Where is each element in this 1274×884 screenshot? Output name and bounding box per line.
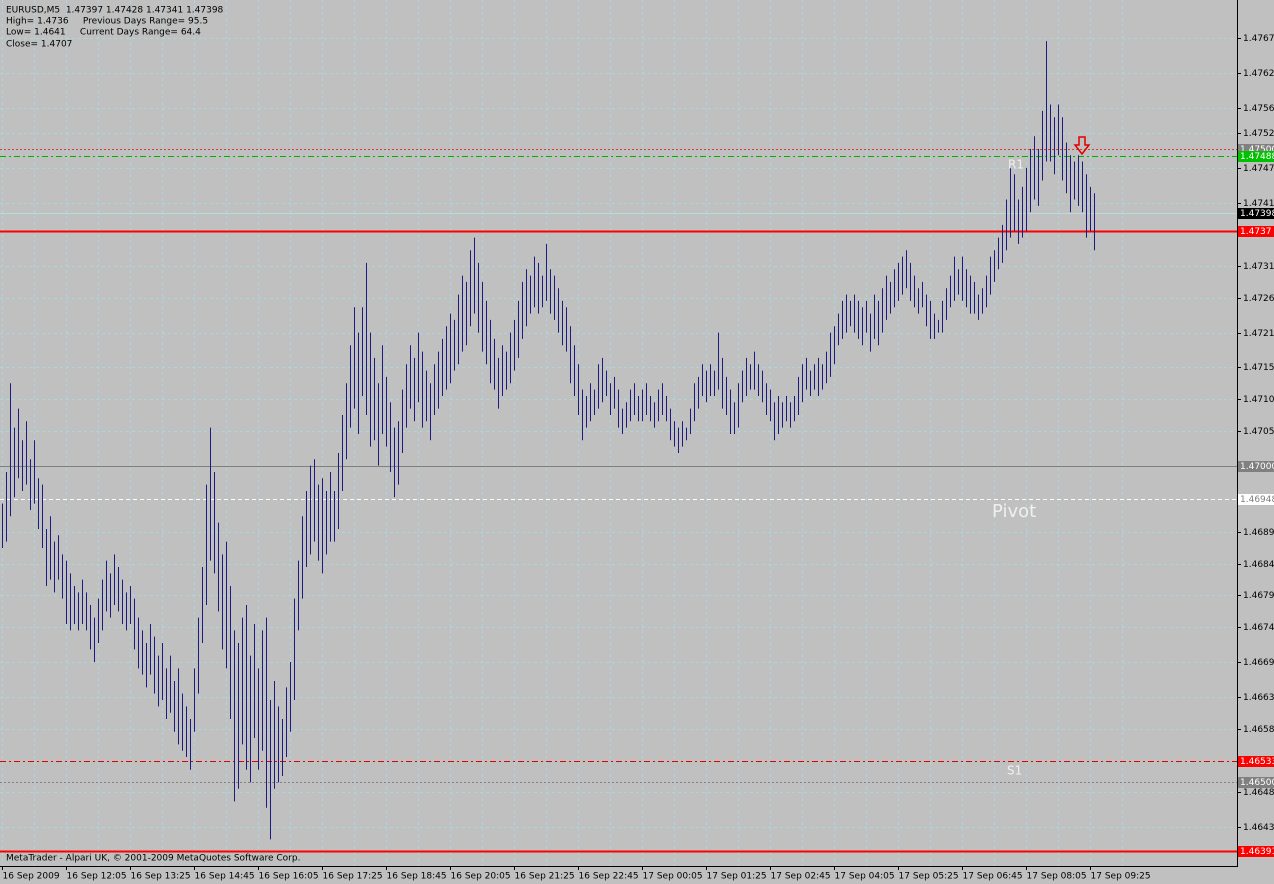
info: High= 1.4736 Previous Days Range= 95.5 <box>6 17 208 27</box>
y-tick-label: 1.47675 <box>1243 34 1274 44</box>
y-tick-label: 1.47620 <box>1243 69 1274 79</box>
y-tick-label: 1.47105 <box>1243 395 1274 405</box>
price-box-label: 1.47488 <box>1240 152 1274 162</box>
x-tick-label: 17 Sep 09:25 <box>1091 872 1151 882</box>
price-box-label: 1.47000 <box>1240 462 1274 472</box>
y-tick-label: 1.46585 <box>1243 725 1274 735</box>
y-tick-label: 1.46845 <box>1243 560 1274 570</box>
info: Low= 1.4641 Current Days Range= 64.4 <box>6 28 201 38</box>
info: Close= 1.4707 <box>6 40 72 50</box>
price-box <box>1238 144 1274 155</box>
y-tick-label: 1.47565 <box>1243 104 1274 114</box>
footer: MetaTrader - Alpari UK, © 2001-2009 Meta… <box>6 854 300 864</box>
x-tick-label: 16 Sep 16:05 <box>259 872 319 882</box>
y-tick-label: 1.46635 <box>1243 693 1274 703</box>
price-box <box>1238 756 1274 767</box>
x-tick-label: 17 Sep 02:45 <box>771 872 831 882</box>
y-tick-label: 1.46430 <box>1243 823 1274 833</box>
y-tick-label: 1.47155 <box>1243 363 1274 373</box>
x-tick-label: 17 Sep 00:05 <box>643 872 703 882</box>
price-box <box>1238 846 1274 857</box>
x-tick-label: 17 Sep 04:05 <box>835 872 895 882</box>
sell-arrow <box>1073 136 1091 156</box>
info: EURUSD,M5 1.47397 1.47428 1.47341 1.4739… <box>6 6 224 16</box>
price-box-label: 1.47398 <box>1240 209 1274 219</box>
x-tick-label: 16 Sep 21:25 <box>515 872 575 882</box>
x-tick-label: 17 Sep 01:25 <box>707 872 767 882</box>
y-tick-label: 1.47315 <box>1243 262 1274 272</box>
price-box <box>1238 777 1274 788</box>
price-box-label: 1.47500 <box>1240 145 1274 155</box>
price-box-label: 1.46533 <box>1240 757 1274 767</box>
labels: 1.47675 1.47620 1.47565 1.47525 1.47470 1.474… <box>2 34 1274 882</box>
y-tick-label: 1.46745 <box>1243 623 1274 633</box>
y-tick-label: 1.47470 <box>1243 164 1274 174</box>
price-box-label: 1.46391 <box>1240 847 1274 857</box>
y-tick-label: 1.46485 <box>1243 788 1274 798</box>
x-tick-label: 16 Sep 12:05 <box>67 872 127 882</box>
y-tick-label: 1.46895 <box>1243 528 1274 538</box>
y-tick-label: 1.46795 <box>1243 591 1274 601</box>
price-box <box>1238 226 1274 237</box>
price-box-label: 1.4737 <box>1240 227 1272 237</box>
x-tick-label: 17 Sep 06:45 <box>963 872 1023 882</box>
price-box <box>1238 208 1274 219</box>
x-tick-label: 16 Sep 20:05 <box>451 872 511 882</box>
y-tick-label: 1.47525 <box>1243 129 1274 139</box>
x-tick-label: 16 Sep 13:25 <box>131 872 191 882</box>
x-tick-label: 17 Sep 05:25 <box>899 872 959 882</box>
x-tick-label: 16 Sep 2009 <box>3 872 60 882</box>
y-tick-label: 1.47415 <box>1243 199 1274 209</box>
x-tick-label: 16 Sep 18:45 <box>387 872 447 882</box>
y-tick-label: 1.47265 <box>1243 294 1274 304</box>
price-box <box>1238 151 1274 162</box>
price-box <box>1238 494 1274 505</box>
y-tick-label: 1.47055 <box>1243 427 1274 437</box>
bars <box>2 41 1095 840</box>
x-tick-label: 16 Sep 22:45 <box>579 872 639 882</box>
x-tick-label: 17 Sep 08:05 <box>1027 872 1087 882</box>
y-tick-label: 1.47210 <box>1243 329 1274 339</box>
price-box-label: 1.46500 <box>1240 778 1274 788</box>
x-tick-label: 16 Sep 14:45 <box>195 872 255 882</box>
annotation: S1 <box>1007 764 1022 778</box>
annotation: R1 <box>1008 158 1024 172</box>
price-box-label: 1.46948 <box>1240 495 1274 505</box>
x-tick-label: 16 Sep 17:25 <box>323 872 383 882</box>
price-box <box>1238 461 1274 472</box>
y-tick-label: 1.46690 <box>1243 658 1274 668</box>
annotation: Pivot <box>992 501 1036 522</box>
